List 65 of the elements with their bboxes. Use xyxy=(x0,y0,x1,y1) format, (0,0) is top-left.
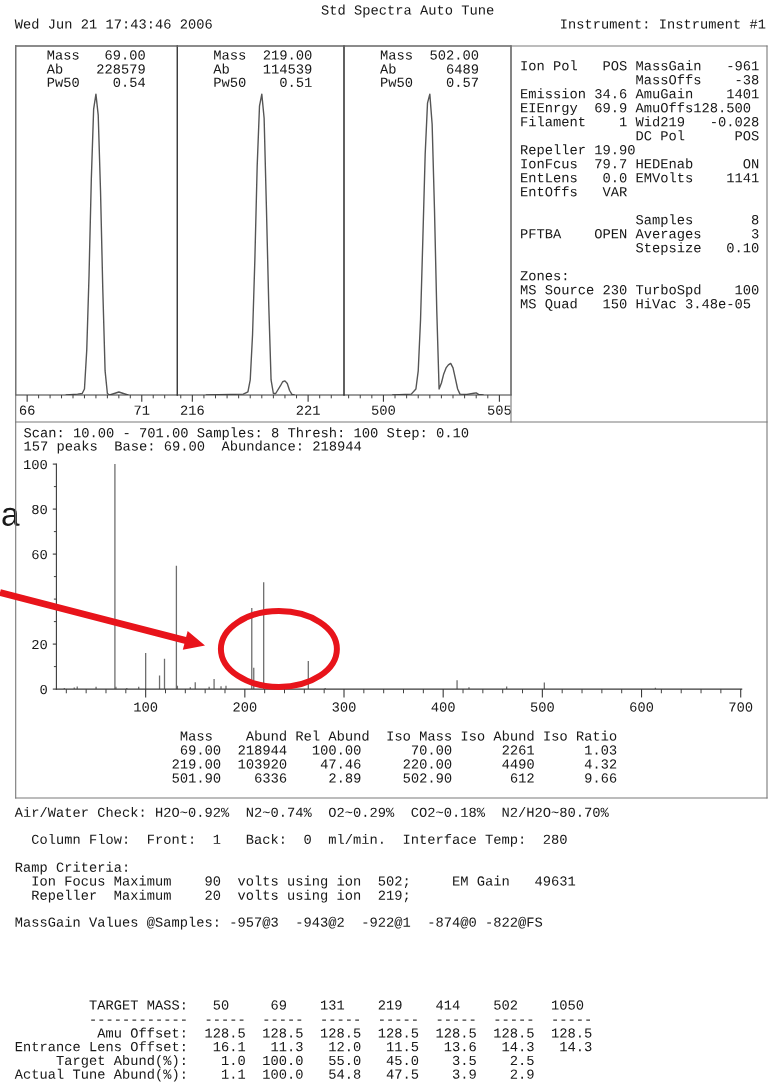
text: ------------ ----- ----- ----- ----- ----- ----- ----- xyxy=(91,1019,591,1021)
text: Ab 228579 xyxy=(46,63,145,74)
text: Repeller 19.90 xyxy=(521,144,635,158)
y-tick-label: 60 xyxy=(32,549,47,560)
x-tick-label: 505 xyxy=(487,405,511,415)
text: Amu Offset: 128.5 128.5 128.5 128.5 128.5 128.5 128.5 xyxy=(97,1027,592,1038)
text: Actual Tune Abund(%): 1.1 100.0 54.8 47.5 3.9 2.9 xyxy=(14,1068,534,1082)
x-tick-label: 300 xyxy=(332,702,356,712)
x-tick-label: 400 xyxy=(431,702,455,712)
text: MassOffs -38 xyxy=(636,74,759,85)
text: Mass 69.00 xyxy=(47,50,145,60)
x-tick-label: 200 xyxy=(233,702,257,712)
text: MassGain Values @Samples: -957@3 -943@2 -922@1 -874@0 -822@FS xyxy=(15,916,543,930)
text: Mass 502.00 xyxy=(380,50,479,60)
text: Stepsize 0.10 xyxy=(636,242,759,256)
x-tick-label: 216 xyxy=(180,405,204,415)
text: Repeller Maximum 20 volts using ion 219; xyxy=(32,889,408,903)
text: MS Quad 150 HiVac 3.48e-05 xyxy=(520,298,751,311)
x-tick-label: 66 xyxy=(19,405,35,415)
text: Column Flow: Front: 1 Back: 0 ml/min. Interface Temp: 280 xyxy=(31,833,567,847)
x-tick-label: 221 xyxy=(296,405,320,415)
x-tick-label: 500 xyxy=(530,702,554,712)
text: Ab 114539 xyxy=(213,63,312,74)
text: 219.00 103920 47.46 220.00 4490 4.32 xyxy=(172,759,617,769)
text: Pw50 0.57 xyxy=(381,77,478,87)
x-tick-label: 500 xyxy=(371,405,395,415)
text: Ion Focus Maximum 90 volts using ion 502; EM Gain 49631 xyxy=(32,875,576,889)
text: TARGET MASS: 50 69 131 219 414 502 1050 xyxy=(89,1000,584,1010)
text: Ab 6489 xyxy=(380,63,479,74)
text: MS Source 230 TurboSpd 100 xyxy=(520,284,759,298)
text: Pw50 0.54 xyxy=(47,77,146,87)
text: Std Spectra Auto Tune xyxy=(321,4,494,18)
y-tick-label: 100 xyxy=(24,459,47,470)
text: 501.90 6336 2.89 502.90 612 9.66 xyxy=(172,773,617,783)
text: Ion Pol POS MassGain -961 xyxy=(521,60,759,71)
y-tick-label: 80 xyxy=(32,504,47,515)
y-tick-label: 20 xyxy=(32,639,47,650)
text: Pw50 0.51 xyxy=(214,77,312,87)
text: EntOffs VAR xyxy=(521,186,627,197)
x-tick-label: 100 xyxy=(134,702,158,712)
text: Emission 34.6 AmuGain 1401 xyxy=(521,88,759,99)
text: Instrument: Instrument #1 xyxy=(561,19,766,29)
text: Entrance Lens Offset: 16.1 11.3 12.0 11.5 13.6 14.3 14.3 xyxy=(15,1041,592,1052)
text: Wed Jun 21 17:43:46 2006 xyxy=(14,18,212,29)
x-tick-label: 700 xyxy=(729,702,753,712)
text: Scan: 10.00 - 701.00 Samples: 8 Thresh: 100 Step: 0.10 xyxy=(24,427,469,441)
text: Mass 219.00 xyxy=(214,50,312,60)
text: a xyxy=(2,507,20,526)
text: PFTBA OPEN Averages 3 xyxy=(521,229,759,242)
text: DC Pol POS xyxy=(636,130,759,141)
text: IonFcus 79.7 HEDEnab ON xyxy=(521,158,759,169)
text: EntLens 0.0 EMVolts 1141 xyxy=(521,172,759,183)
text: Ramp Criteria: xyxy=(15,861,127,875)
text: 157 peaks Base: 69.00 Abundance: 218944 xyxy=(24,440,362,454)
text: Mass Abund Rel Abund Iso Mass Iso Abund Iso Ratio xyxy=(180,730,617,741)
y-tick-label: 0 xyxy=(40,684,47,695)
text: Target Abund(%): 1.0 100.0 55.0 45.0 3.5 2.5 xyxy=(56,1054,534,1068)
text: 69.00 218944 100.00 70.00 2261 1.03 xyxy=(180,745,617,755)
text: Filament 1 Wid219 -0.028 xyxy=(521,116,759,127)
text: Samples 8 xyxy=(636,214,759,228)
text: EIEnrgy 69.9 AmuOffs128.500 xyxy=(521,102,751,116)
x-tick-label: 71 xyxy=(134,405,150,415)
text: Zones: xyxy=(520,271,567,281)
text: Air/Water Check: H2O~0.92% N2~0.74% O2~0.29% CO2~0.18% N2/H2O~80.70% xyxy=(14,806,609,817)
x-tick-label: 600 xyxy=(630,702,654,712)
